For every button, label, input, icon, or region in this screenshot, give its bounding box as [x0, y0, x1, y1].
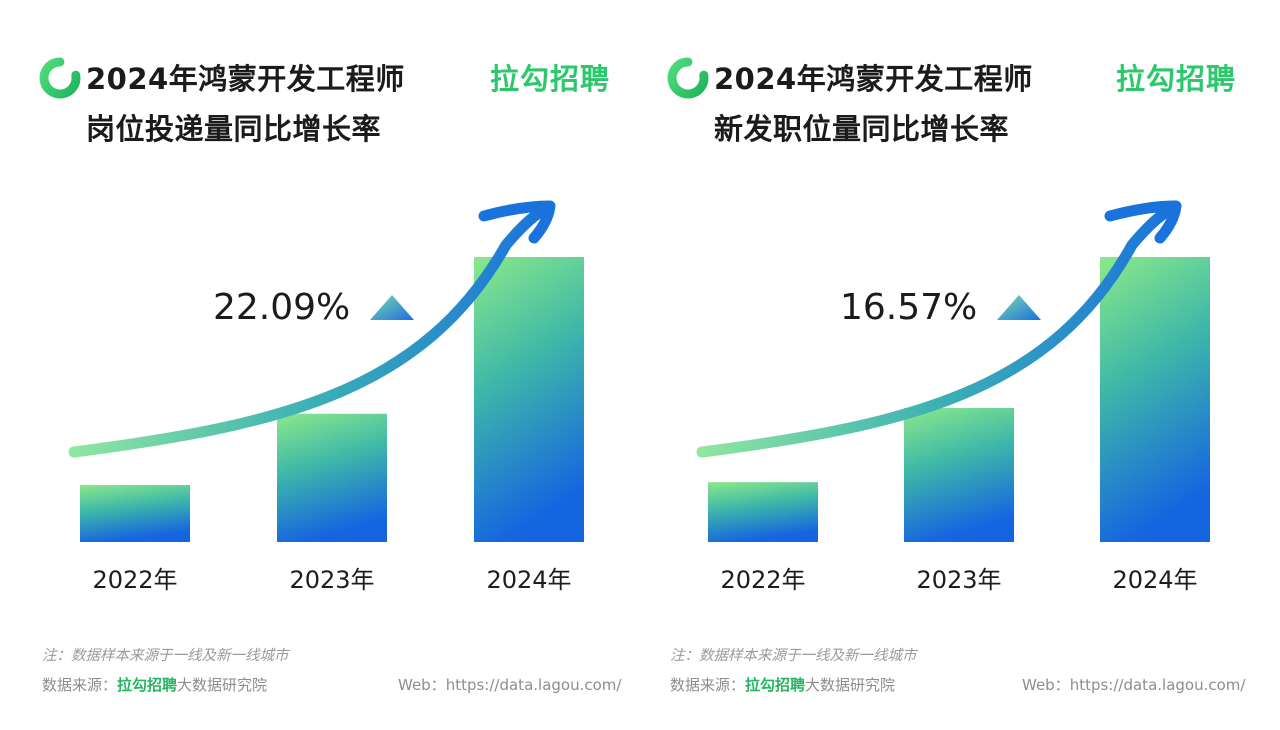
increase-triangle-icon: [370, 295, 414, 320]
lagou-logo-icon: [39, 57, 81, 99]
growth-arrow-curve: [68, 202, 554, 458]
footnote: 注：数据样本来源于一线及新一线城市: [42, 648, 289, 664]
chart-title: 2024年鸿蒙开发工程师 岗位投递量同比增长率: [86, 54, 405, 154]
lagou-logo-icon: [667, 57, 709, 99]
chart-panel-right: 2024年鸿蒙开发工程师 新发职位量同比增长率 拉勾招聘 2022年 2023年 2…: [640, 0, 1270, 730]
growth-arrow-head: [478, 200, 556, 244]
source-brand: 拉勾招聘: [745, 676, 806, 694]
source-prefix: 数据来源：: [42, 676, 118, 694]
web-url: Web：https://data.lagou.com/: [1022, 676, 1246, 694]
bar-2022年: [80, 485, 190, 542]
brand-name: 拉勾招聘: [1116, 62, 1237, 96]
bar-2023年: [277, 413, 387, 542]
title-line-1: 2024年鸿蒙开发工程师: [714, 62, 1033, 96]
growth-rate-label: 16.57%: [840, 287, 977, 328]
bar-2022年: [708, 482, 818, 542]
source-brand: 拉勾招聘: [117, 676, 178, 694]
source-suffix: 大数据研究院: [177, 676, 268, 694]
title-line-2: 岗位投递量同比增长率: [86, 112, 382, 146]
x-tick-label: 2023年: [289, 566, 374, 594]
bar-chart: 2022年 2023年 2024年 22.09%: [68, 200, 584, 594]
growth-arrow-curve: [696, 202, 1180, 458]
chart-panel-left: 2024年鸿蒙开发工程师 岗位投递量同比增长率 拉勾招聘 2022年 2023年 2…: [0, 0, 630, 730]
bar-2024年: [1100, 257, 1210, 542]
web-url: Web：https://data.lagou.com/: [398, 676, 622, 694]
x-tick-label: 2024年: [1112, 566, 1197, 594]
title-line-2: 新发职位量同比增长率: [714, 112, 1010, 146]
source-prefix: 数据来源：: [670, 676, 746, 694]
bar-chart: 2022年 2023年 2024年 16.57%: [696, 200, 1210, 594]
increase-triangle-icon: [997, 295, 1041, 320]
x-tick-label: 2022年: [92, 566, 177, 594]
data-source: 数据来源：拉勾招聘大数据研究院: [42, 674, 267, 695]
title-line-1: 2024年鸿蒙开发工程师: [86, 62, 405, 96]
growth-rate-label: 22.09%: [213, 287, 350, 328]
bar-2024年: [474, 257, 584, 542]
x-tick-label: 2023年: [916, 566, 1001, 594]
growth-arrow-head: [1104, 200, 1182, 244]
data-source: 数据来源：拉勾招聘大数据研究院: [670, 674, 895, 695]
x-tick-label: 2022年: [720, 566, 805, 594]
brand-name: 拉勾招聘: [490, 62, 611, 96]
source-suffix: 大数据研究院: [805, 676, 896, 694]
footnote: 注：数据样本来源于一线及新一线城市: [670, 648, 917, 664]
chart-title: 2024年鸿蒙开发工程师 新发职位量同比增长率: [714, 54, 1033, 154]
x-tick-label: 2024年: [486, 566, 571, 594]
bar-2023年: [904, 408, 1014, 542]
